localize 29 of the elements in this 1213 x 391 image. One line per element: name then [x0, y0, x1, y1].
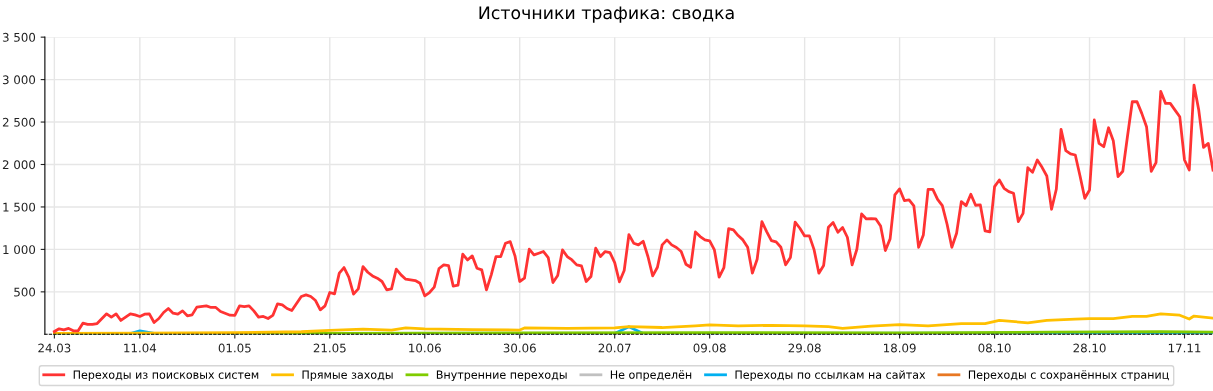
legend-label: Переходы из поисковых систем: [73, 370, 259, 381]
y-tick-label: 3 500: [2, 32, 36, 42]
legend-label: Прямые заходы: [302, 370, 393, 381]
legend-label: Не определён: [610, 370, 692, 381]
x-tick-label: 18.09: [884, 343, 916, 353]
y-tick-label: 1 500: [3, 202, 36, 212]
y-tick-label: 2 000: [2, 160, 36, 170]
x-tick-label: 30.06: [503, 343, 536, 353]
y-tick-label: 500: [14, 287, 36, 297]
x-tick-label: 01.05: [218, 343, 251, 353]
legend-label: Внутренние переходы: [436, 370, 567, 381]
x-tick-label: 11.04: [124, 343, 157, 353]
x-tick-label: 24.03: [38, 343, 71, 353]
y-tick-label: 3 000: [2, 75, 36, 85]
legend-label: Переходы по ссылкам на сайтах: [735, 370, 926, 381]
x-tick-label: 28.10: [1073, 343, 1106, 353]
x-tick-label: 29.08: [788, 343, 821, 353]
x-tick-label: 17.11: [1168, 343, 1201, 353]
x-tick-label: 09.08: [693, 343, 726, 353]
y-tick-label: 1 000: [3, 245, 36, 255]
x-tick-label: 20.07: [598, 343, 631, 353]
x-tick-label: 10.06: [409, 343, 441, 353]
chart-title: Источники трафика: сводка: [479, 6, 734, 23]
x-tick-label: 21.05: [313, 343, 346, 353]
x-tick-label: 08.10: [978, 343, 1011, 353]
legend-label: Переходы с сохранённых страниц: [968, 370, 1169, 381]
line-series: [52, 83, 1213, 333]
y-tick-label: 2 500: [2, 117, 36, 127]
line-series: [52, 312, 1213, 335]
